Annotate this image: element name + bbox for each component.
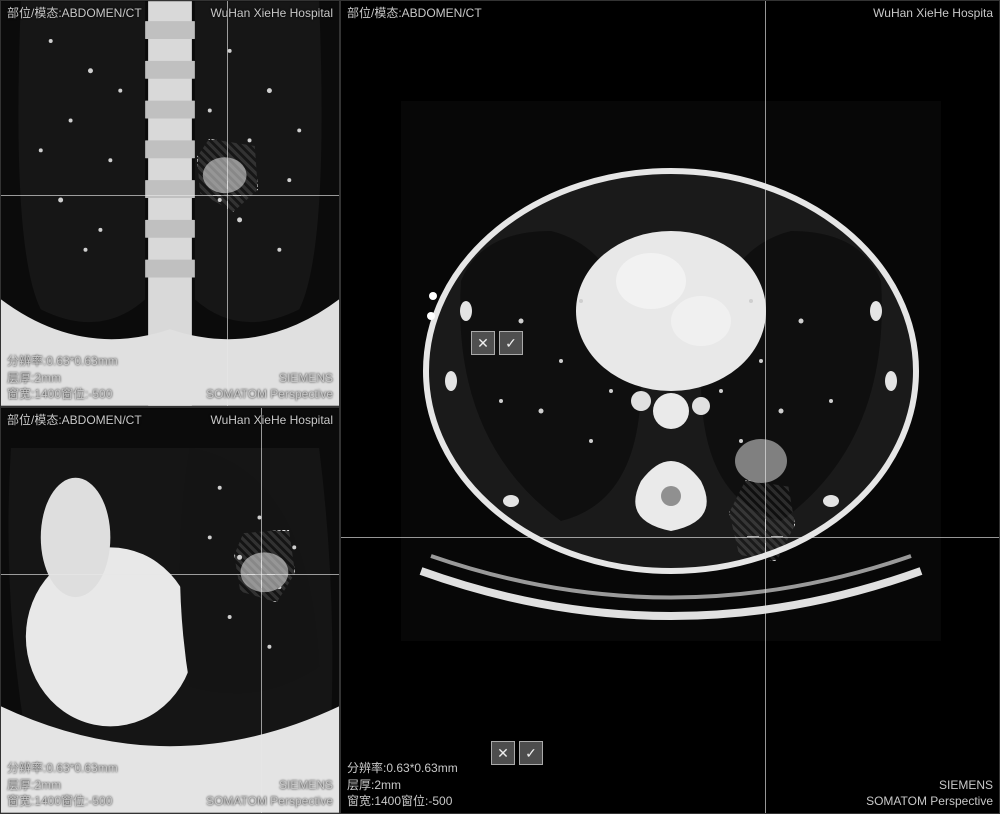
coronal-image[interactable]: [1, 1, 339, 406]
axial-thickness: 层厚:2mm: [347, 778, 401, 792]
axial-roi-action-row-2: ✕ ✓: [491, 741, 543, 765]
sagittal-svg: [1, 408, 339, 813]
axial-model: SOMATOM Perspective: [866, 794, 993, 808]
left-column: 部位/模态:ABDOMEN/CT WuHan XieHe Hospital 分辨…: [0, 0, 340, 814]
close-icon: ✕: [497, 745, 509, 762]
coronal-pane[interactable]: 部位/模态:ABDOMEN/CT WuHan XieHe Hospital 分辨…: [0, 0, 340, 407]
check-icon: ✓: [525, 745, 537, 762]
axial-manufacturer: SIEMENS: [939, 778, 993, 792]
reject-button-2[interactable]: ✕: [491, 741, 515, 765]
axial-crosshair-vertical[interactable]: [765, 1, 766, 813]
coronal-crosshair-horizontal[interactable]: [1, 195, 339, 196]
coronal-svg: [1, 1, 339, 406]
axial-hospital-label: WuHan XieHe Hospita: [873, 5, 993, 21]
viewer-container: 部位/模态:ABDOMEN/CT WuHan XieHe Hospital 分辨…: [0, 0, 1000, 814]
right-column: 部位/模态:ABDOMEN/CT WuHan XieHe Hospita 分辨率…: [340, 0, 1000, 814]
reject-button-1[interactable]: ✕: [471, 331, 495, 355]
sagittal-image[interactable]: [1, 408, 339, 813]
axial-bl-info: 分辨率:0.63*0.63mm 层厚:2mm 窗宽:1400窗位:-500: [347, 760, 458, 809]
axial-pane[interactable]: 部位/模态:ABDOMEN/CT WuHan XieHe Hospita 分辨率…: [340, 0, 1000, 814]
sagittal-pane[interactable]: 部位/模态:ABDOMEN/CT WuHan XieHe Hospital 分辨…: [0, 407, 340, 814]
axial-svg: [401, 101, 941, 641]
close-icon: ✕: [477, 335, 489, 352]
axial-image[interactable]: [401, 101, 941, 641]
axial-modality-label: 部位/模态:ABDOMEN/CT: [347, 5, 482, 21]
axial-resolution: 分辨率:0.63*0.63mm: [347, 761, 458, 775]
axial-roi-action-row-1: ✕ ✓: [471, 331, 523, 355]
axial-crosshair-horizontal[interactable]: [341, 537, 999, 538]
axial-br-info: SIEMENS SOMATOM Perspective: [866, 777, 993, 809]
axial-window: 窗宽:1400窗位:-500: [347, 794, 452, 808]
check-icon: ✓: [505, 335, 517, 352]
sagittal-crosshair-vertical[interactable]: [261, 408, 262, 813]
accept-button-1[interactable]: ✓: [499, 331, 523, 355]
accept-button-2[interactable]: ✓: [519, 741, 543, 765]
